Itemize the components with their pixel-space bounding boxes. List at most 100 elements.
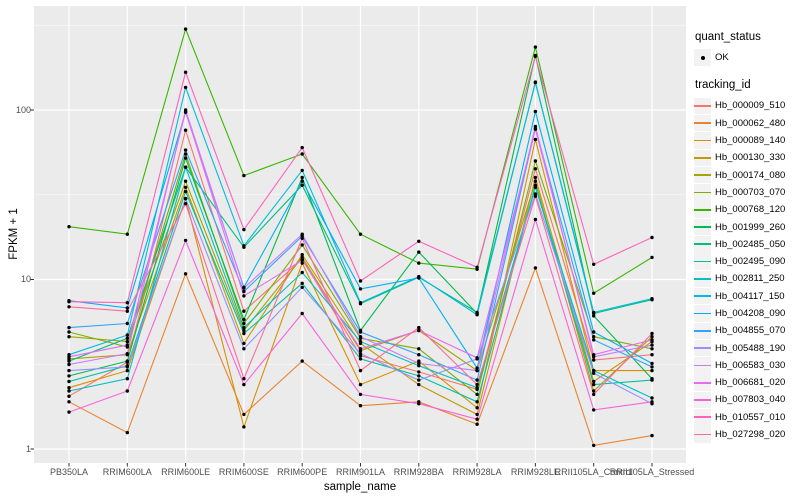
legend-key-box	[694, 391, 711, 409]
line-symbol-icon	[694, 295, 711, 298]
legend-key-box	[694, 339, 711, 357]
legend-item-label: Hb_000174_080	[715, 169, 786, 181]
line-symbol-icon	[694, 208, 711, 211]
legend-key-box	[694, 49, 711, 66]
legend-item-label: Hb_000130_330	[715, 152, 786, 164]
legend-item-label: Hb_002495_090	[715, 256, 786, 268]
line-symbol-icon	[694, 191, 711, 194]
legend-item-label: Hb_000703_070	[715, 186, 786, 198]
legend-item-Hb_004855_070: Hb_004855_070	[694, 322, 798, 340]
legend-key-box	[694, 426, 711, 443]
legend-item-label: Hb_001999_260	[715, 221, 786, 233]
line-symbol-icon	[694, 364, 711, 367]
line-symbol-icon	[694, 433, 711, 436]
y-tick-label-10: 10	[20, 274, 31, 284]
legend-key-box	[694, 357, 711, 374]
x-tick-label-RRIM928LE: RRIM928LE	[510, 467, 560, 477]
line-symbol-icon	[694, 174, 711, 176]
x-tick-label-RRIM600PE: RRIM600PE	[277, 467, 328, 477]
legend-key-box	[694, 253, 711, 270]
legend-item-Hb_006681_020: Hb_006681_020	[694, 374, 798, 391]
legend-item-ok: OK	[694, 49, 798, 66]
legend-item-Hb_027298_020: Hb_027298_020	[694, 426, 798, 443]
y-axis-title: FPKM + 1	[8, 208, 20, 260]
legend-key-box	[694, 305, 711, 322]
legend-item-Hb_007803_040: Hb_007803_040	[694, 391, 798, 409]
legend-item-label: Hb_027298_020	[715, 429, 786, 441]
legend-item-Hb_004117_150: Hb_004117_150	[694, 287, 798, 305]
legend: quant_status OK tracking_id Hb_000009_51…	[694, 31, 798, 443]
legend-item-label: Hb_006583_030	[715, 359, 786, 371]
legend-item-Hb_004208_090: Hb_004208_090	[694, 305, 798, 322]
legend-item-Hb_000009_510: Hb_000009_510	[694, 97, 798, 115]
line-symbol-icon	[694, 381, 711, 384]
axis-tick-marks	[30, 109, 653, 467]
legend-title-quant-status: quant_status	[695, 31, 761, 43]
legend-key-box	[694, 287, 711, 305]
legend-key-box	[694, 270, 711, 288]
line-symbol-icon	[694, 139, 711, 142]
legend-item-label: Hb_000009_510	[715, 100, 786, 112]
x-tick-label-RRIM928LA: RRIM928LA	[452, 467, 502, 477]
legend-key-box	[694, 201, 711, 218]
x-tick-label-RRII105LA_Stressed: RRII105LA_Stressed	[609, 467, 695, 477]
legend-key-box	[694, 166, 711, 184]
line-symbol-icon	[694, 329, 711, 332]
line-symbol-icon	[694, 156, 711, 159]
legend-key-box	[694, 114, 711, 132]
legend-key-box	[694, 184, 711, 201]
legend-item-label: Hb_004855_070	[715, 325, 786, 337]
legend-item-label: Hb_000089_140	[715, 135, 786, 147]
legend-item-label: Hb_000062_480	[715, 117, 786, 129]
legend-key-box	[694, 374, 711, 391]
legend-item-label: Hb_005488_190	[715, 342, 786, 354]
legend-spacer	[694, 66, 798, 79]
line-symbol-icon	[694, 278, 711, 280]
legend-key-box	[694, 218, 711, 236]
x-tick-label-RRIM600SE: RRIM600SE	[218, 467, 269, 477]
legend-item-label: Hb_002485_050	[715, 238, 786, 250]
x-tick-label-RRIM600LE: RRIM600LE	[161, 467, 211, 477]
legend-item-Hb_000703_070: Hb_000703_070	[694, 184, 798, 201]
legend-key-box	[694, 132, 711, 149]
legend-item-Hb_002811_250: Hb_002811_250	[694, 270, 798, 288]
x-tick-label-RRIM928BA: RRIM928BA	[393, 467, 444, 477]
point-symbol-icon	[700, 55, 705, 60]
line-symbol-icon	[694, 312, 711, 315]
line-symbol-icon	[694, 347, 711, 349]
legend-key-box	[694, 236, 711, 253]
legend-key-box	[694, 409, 711, 426]
legend-item-Hb_006583_030: Hb_006583_030	[694, 357, 798, 374]
data-points	[67, 27, 654, 448]
x-tick-label-PB350LA: PB350LA	[49, 467, 89, 477]
legend-key-box	[694, 97, 711, 115]
legend-item-Hb_010557_010: Hb_010557_010	[694, 409, 798, 426]
legend-item-Hb_001999_260: Hb_001999_260	[694, 218, 798, 236]
legend-item-label: Hb_000768_120	[715, 204, 786, 216]
legend-title-tracking-id: tracking_id	[695, 79, 751, 92]
x-tick-label-RRIM600LA: RRIM600LA	[102, 467, 152, 477]
x-tick-label-RRII105LA_Control: RRII105LA_Control	[554, 467, 633, 477]
legend-item-Hb_000062_480: Hb_000062_480	[694, 114, 798, 132]
y-tick-label-100: 100	[15, 104, 31, 115]
legend-key-box	[694, 322, 711, 340]
legend-item-label: Hb_007803_040	[715, 394, 786, 406]
line-symbol-icon	[694, 226, 711, 228]
legend-item-label: Hb_010557_010	[715, 411, 786, 423]
line-symbol-icon	[694, 243, 711, 246]
legend-item-Hb_000174_080: Hb_000174_080	[694, 166, 798, 184]
line-symbol-icon	[694, 399, 711, 401]
legend-item-Hb_000130_330: Hb_000130_330	[694, 149, 798, 167]
legend-item-Hb_002495_090: Hb_002495_090	[694, 253, 798, 270]
x-axis-title: sample_name	[323, 481, 397, 493]
legend-item-label: Hb_004208_090	[715, 308, 786, 319]
legend-tracking-entries: Hb_000009_510 Hb_000062_480 Hb_000089_140 H…	[694, 97, 798, 443]
legend-item-label: Hb_004117_150	[715, 290, 785, 302]
legend-item-label: Hb_002811_250	[715, 273, 785, 285]
x-tick-label-RRIM901LA: RRIM901LA	[335, 467, 386, 477]
legend-item-Hb_000768_120: Hb_000768_120	[694, 201, 798, 218]
legend-item-label: Hb_006681_020	[715, 377, 786, 389]
legend-key-box	[694, 149, 711, 167]
line-symbol-icon	[694, 260, 711, 263]
legend-item-label: OK	[715, 52, 729, 64]
